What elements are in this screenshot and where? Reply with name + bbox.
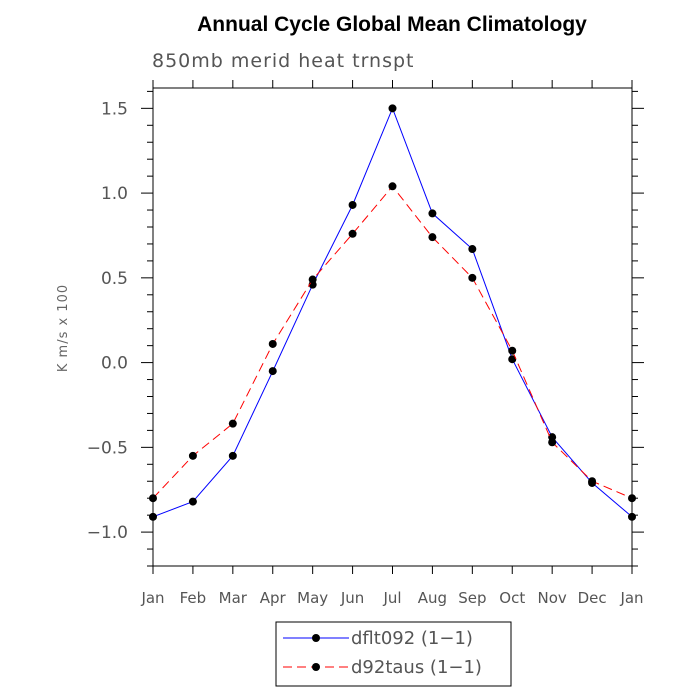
data-point (268, 339, 277, 348)
data-point (628, 512, 636, 521)
data-point (228, 451, 237, 460)
chart-subtitle: 850mb merid heat trnspt (152, 50, 415, 72)
data-point (628, 494, 636, 503)
x-tick-label: May (297, 589, 328, 607)
x-tick-label: Jan (619, 589, 643, 607)
data-point (388, 182, 397, 191)
data-point (388, 104, 397, 113)
data-point (508, 355, 517, 364)
data-point (149, 494, 157, 503)
legend-label-1: d92taus (1−1) (351, 657, 482, 678)
y-axis-label: K m/s x 100 (56, 284, 71, 372)
data-point (428, 209, 437, 218)
data-point (228, 419, 237, 428)
data-point (428, 233, 437, 242)
x-tick-label: Feb (180, 589, 207, 607)
series-line-1 (152, 185, 633, 499)
x-tick-label: Jan (140, 589, 164, 607)
data-point (468, 245, 477, 254)
x-tick-label: Sep (458, 589, 486, 607)
legend-marker-0 (312, 634, 320, 642)
tick-marks (141, 80, 644, 574)
x-tick-label: Dec (578, 589, 607, 607)
data-point (548, 438, 557, 447)
y-tick-label: 1.5 (101, 99, 128, 119)
data-point (348, 200, 357, 209)
x-tick-label: Oct (499, 589, 525, 607)
series-line-0 (152, 106, 633, 518)
tick-labels: 1.5 1.0 0.5 0.0 −0.5 −1.0 Jan Feb Mar Apr May Jun Ju… (87, 99, 644, 607)
x-tick-label: Aug (418, 589, 447, 607)
series-group (149, 104, 636, 521)
legend-label-0: dflt092 (1−1) (351, 628, 473, 649)
chart-title: Annual Cycle Global Mean Climatology (197, 13, 587, 36)
y-tick-label: 1.0 (101, 184, 128, 204)
y-tick-label: −0.5 (87, 438, 128, 458)
data-point (188, 451, 197, 460)
x-tick-label: Jul (382, 589, 401, 607)
x-tick-label: Nov (538, 589, 567, 607)
data-point (348, 229, 357, 238)
legend: dflt092 (1−1) d92taus (1−1) (283, 628, 482, 678)
x-tick-label: Apr (260, 589, 287, 607)
legend-marker-1 (312, 663, 320, 671)
plot-frame (152, 87, 633, 567)
data-point (268, 367, 277, 376)
data-point (468, 273, 477, 282)
legend-box (275, 621, 512, 687)
y-tick-label: −1.0 (87, 523, 128, 543)
data-point (188, 497, 197, 506)
data-point (149, 512, 157, 521)
y-tick-label: 0.5 (101, 269, 128, 289)
x-tick-label: Jun (340, 589, 364, 607)
data-point (308, 275, 317, 284)
x-tick-label: Mar (219, 589, 248, 607)
data-point (508, 346, 517, 355)
data-point (588, 477, 597, 486)
y-tick-label: 0.0 (101, 354, 128, 374)
